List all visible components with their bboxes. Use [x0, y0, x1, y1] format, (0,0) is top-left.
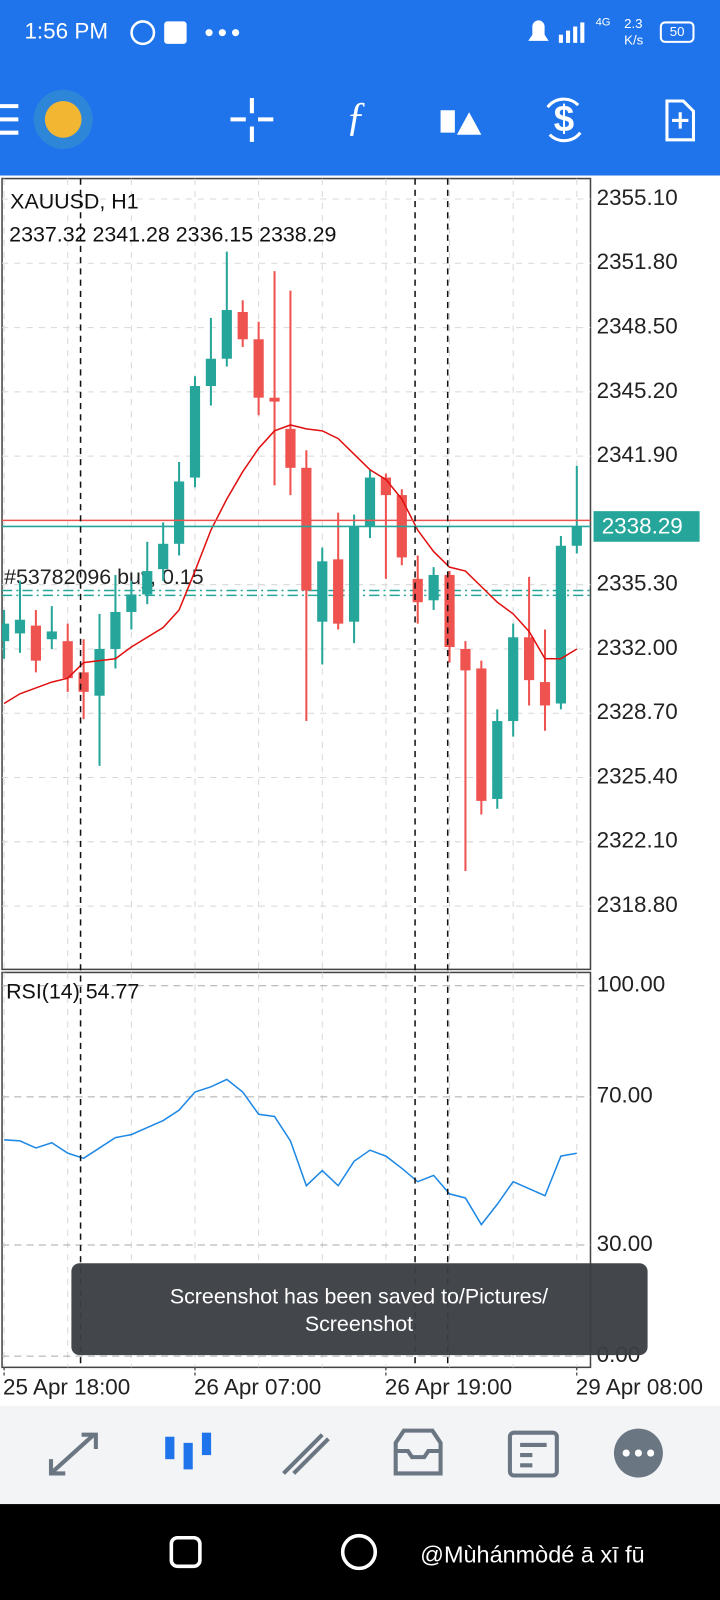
- function-icon[interactable]: ƒ: [346, 94, 366, 139]
- candle-body: [189, 386, 201, 478]
- recents-button[interactable]: [169, 1535, 202, 1569]
- bottom-nav: [0, 1406, 720, 1505]
- x-tick-label: 26 Apr 07:00: [194, 1375, 321, 1400]
- toast-line: Screenshot has been saved to/Pictures/: [170, 1285, 548, 1309]
- candle-body: [14, 619, 26, 634]
- x-tick-label: 25 Apr 18:00: [3, 1375, 130, 1400]
- system-nav: [0, 1504, 720, 1600]
- candle-body: [2, 623, 10, 642]
- app-bar: [0, 0, 720, 176]
- crosshair-lines: [79, 178, 449, 1368]
- objects-icon[interactable]: [440, 110, 482, 135]
- candle-body: [460, 648, 471, 671]
- candle-body: [380, 477, 392, 496]
- y-tick-label: 2322.10: [597, 828, 678, 853]
- rsi-title: RSI(14) 54.77: [6, 980, 139, 1004]
- y-tick-label: 2341.90: [597, 442, 678, 467]
- ohlc-info: 2337.32 2341.28 2336.15 2338.29: [9, 222, 336, 246]
- toast-line: Screenshot: [305, 1312, 413, 1336]
- candle-body: [142, 571, 153, 595]
- candle-body: [571, 526, 582, 546]
- y-tick-label: 2332.00: [597, 635, 678, 660]
- candle-body: [508, 637, 519, 722]
- candle-body: [205, 358, 216, 387]
- y-tick-label: 2351.80: [597, 249, 678, 274]
- candle-body: [317, 561, 328, 622]
- nav-icons[interactable]: [48, 1428, 559, 1478]
- candle-body: [158, 543, 169, 570]
- candle-body: [126, 594, 137, 612]
- candle-body: [539, 682, 551, 706]
- network-type: 4G: [596, 16, 611, 28]
- candle-body: [110, 611, 121, 649]
- y-tick-label: 30.00: [597, 1231, 653, 1256]
- toolbar-icons[interactable]: [0, 97, 696, 143]
- moving-average: [3, 424, 578, 705]
- y-tick-label: 2355.10: [597, 185, 678, 210]
- candle-body: [301, 467, 312, 591]
- toast: [71, 1263, 648, 1356]
- candle-body: [173, 481, 185, 544]
- clock: 1:56 PM: [24, 19, 108, 44]
- status-icons: [130, 20, 695, 46]
- app-logo-inner: [44, 101, 82, 138]
- candle-body: [523, 637, 535, 681]
- chart-title: XAUUSD, H1: [10, 190, 138, 214]
- candle-body: [555, 545, 567, 704]
- candle-body: [348, 526, 360, 622]
- y-tick-label: 70.00: [597, 1083, 653, 1108]
- candle-body: [333, 559, 344, 624]
- rsi-frame: [1, 971, 592, 1369]
- y-tick-label: 2345.20: [597, 378, 678, 403]
- candle-body: [269, 397, 280, 402]
- candle-body: [94, 648, 105, 696]
- candle-body: [428, 574, 439, 601]
- x-tick-label: 29 Apr 08:00: [576, 1375, 703, 1400]
- net-speed: 2.3: [624, 16, 642, 31]
- x-tick-label: 26 Apr 19:00: [385, 1375, 512, 1400]
- y-tick-label: 2348.50: [597, 313, 678, 338]
- candle-body: [46, 631, 57, 640]
- candle-body: [285, 428, 296, 468]
- bid-label: 2338.29: [602, 513, 683, 538]
- candle-body: [62, 641, 73, 679]
- candle-body: [221, 310, 232, 359]
- candle-body: [237, 311, 248, 340]
- y-tick-label: 2335.30: [597, 571, 678, 596]
- y-tick-label: 100.00: [597, 972, 666, 997]
- position-label: #53782096 buy, 0.15: [4, 565, 204, 589]
- candle-body: [78, 672, 89, 692]
- candle-body: [412, 578, 423, 603]
- candle-body: [492, 721, 503, 799]
- net-speed-unit: K/s: [624, 32, 644, 47]
- price-frame: [1, 177, 592, 971]
- y-tick-label: 2328.70: [597, 699, 678, 724]
- home-button[interactable]: [340, 1533, 378, 1571]
- chart-tab-icon[interactable]: [165, 1432, 212, 1470]
- watermark: @Mùhánmòdé ā xī fū: [420, 1541, 645, 1567]
- candle-body: [364, 477, 376, 527]
- rsi-line: [4, 1078, 577, 1226]
- battery: 50: [670, 24, 685, 39]
- candle-body: [30, 625, 41, 661]
- bid-box: [593, 511, 700, 542]
- y-tick-label: 2318.80: [597, 892, 678, 917]
- candle-body: [253, 339, 264, 398]
- trade-icon[interactable]: $: [554, 98, 574, 139]
- candle-body: [444, 574, 455, 648]
- y-tick-label: 2325.40: [597, 763, 678, 788]
- candle-body: [476, 668, 487, 801]
